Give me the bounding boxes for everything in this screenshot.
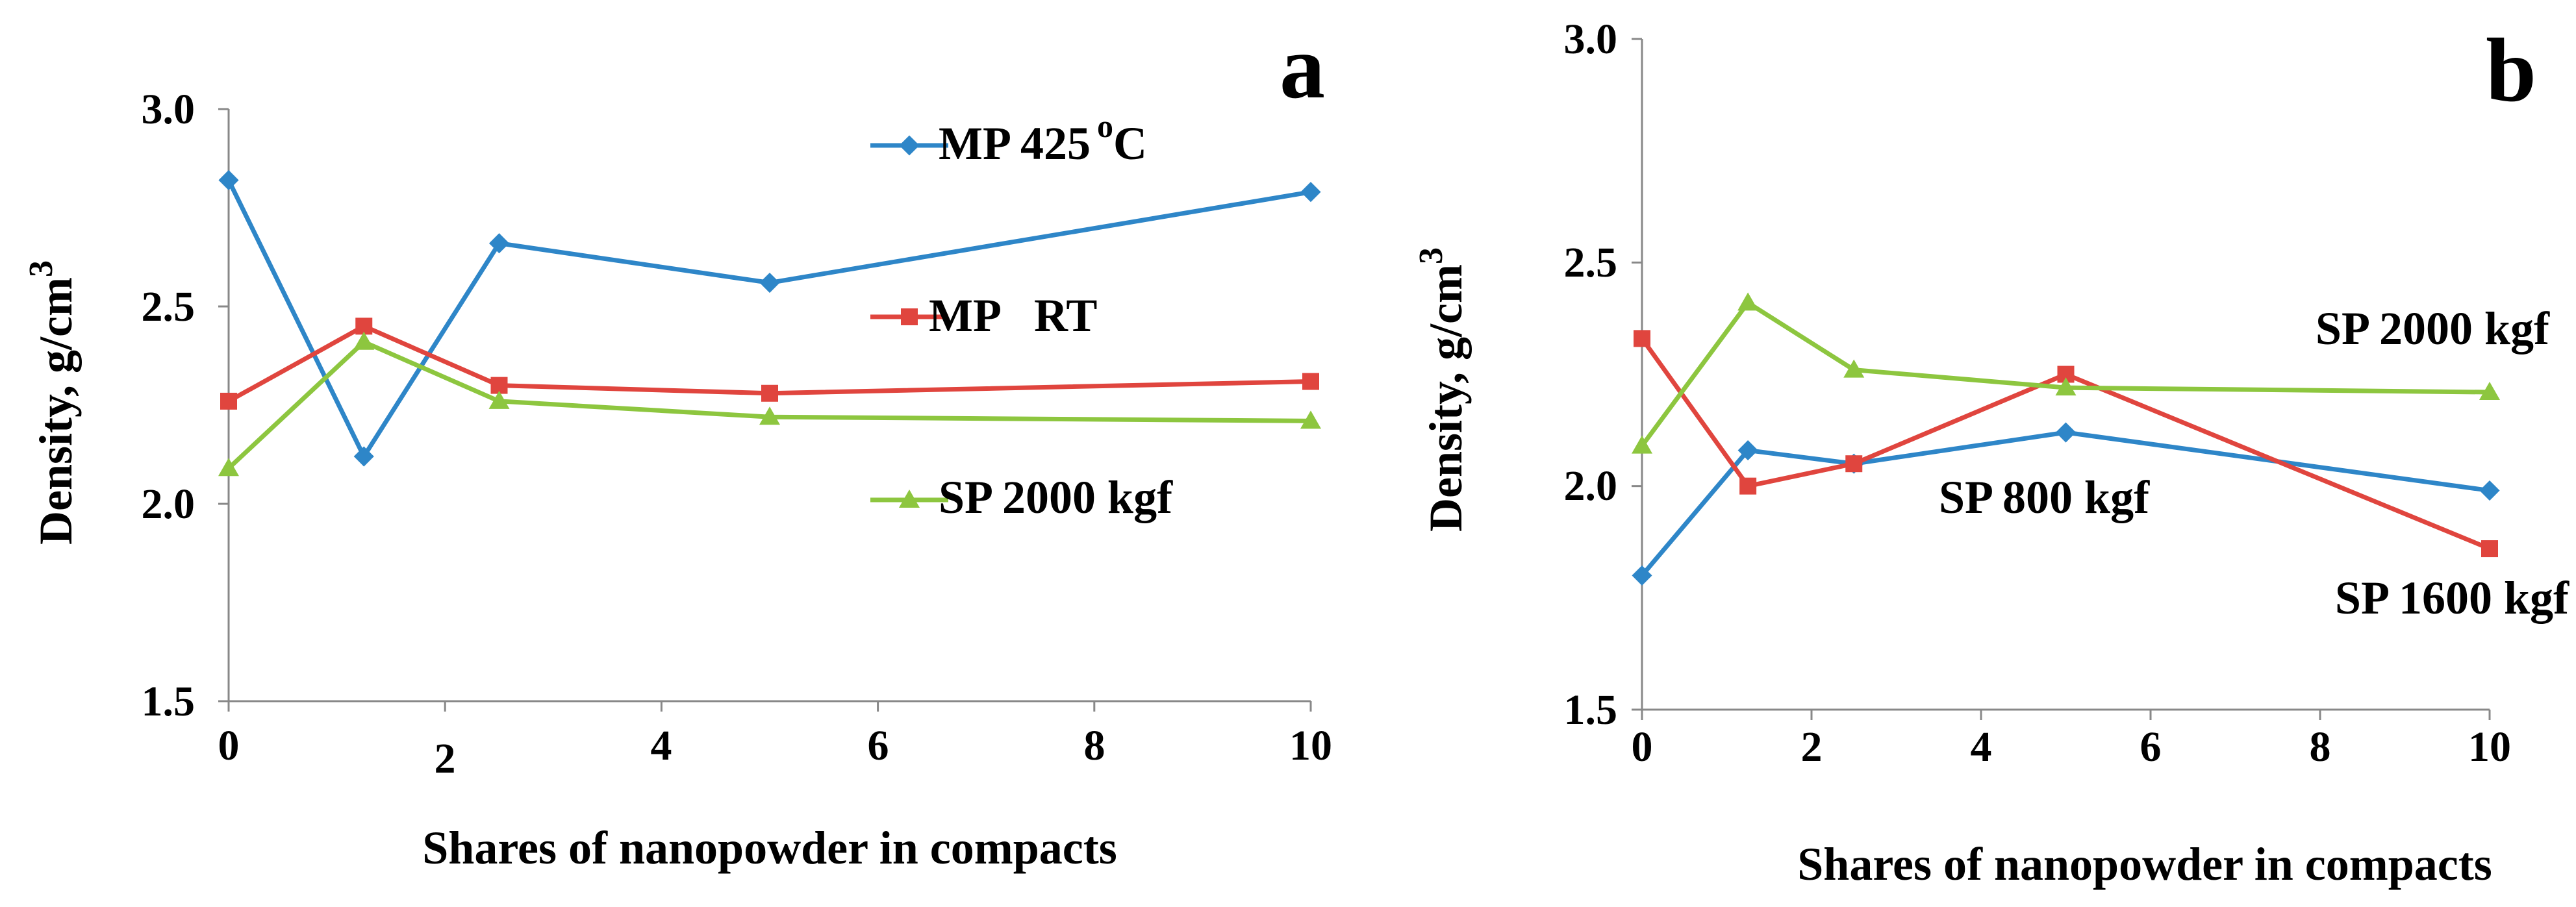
data-point-b-sp-800-kgf-1 [1737,440,1758,461]
y-tick-label-a-2.5: 2.5 [142,283,196,330]
y-tick-label-a-1.5: 1.5 [142,678,196,725]
chart-panel-a: a 1.5 2.0 2.5 3.0 0 2 4 6 8 10 Shares of… [23,17,1332,874]
legend-label-a-mp425: MP 425 oC [939,108,1147,169]
x-tick-label-a-0: 0 [218,722,240,769]
data-point-b-sp-800-kgf-0 [1632,565,1652,586]
data-point-a-sp-2000-kgf-1 [353,331,375,350]
series-label-b-sp800: SP 800 kgf [1939,471,2150,523]
data-point-a-sp-2000-kgf-3 [759,406,780,425]
data-point-a-mp-425-4 [1300,182,1321,203]
y-axis-label-a: Density, g/cm3 [23,260,82,545]
x-tick-label-b-8: 8 [2310,723,2331,771]
y-axis-label-b: Density, g/cm3 [1413,247,1472,532]
panel-letter-a: a [1280,17,1325,118]
data-point-a-mp-425-0 [218,169,239,190]
data-point-b-sp-1600-kgf-1 [1739,477,1757,495]
legend-marker-a-mp425 [899,135,920,156]
data-point-a-mp-425-3 [759,272,780,293]
y-tick-label-b-3.0: 3.0 [1564,16,1618,63]
legend-marker-a-mprt [901,308,918,325]
data-point-a-sp-2000-kgf-4 [1300,410,1321,429]
x-tick-label-b-4: 4 [1971,723,1992,771]
legend-item-a-sp2000: SP 2000 kgf [870,471,1173,523]
x-tick-marks-b [1641,710,2491,720]
data-point-b-sp-1600-kgf-4 [2481,540,2498,558]
data-point-a-mp-425-2 [488,233,510,254]
series-line-a-sp-2000-kgf [227,340,1311,470]
series-group-a [218,169,1321,477]
y-tick-label-b-2.0: 2.0 [1564,462,1618,510]
legend-label-a-sp2000: SP 2000 kgf [939,471,1173,523]
data-point-b-sp-2000-kgf-2 [1843,359,1865,378]
data-point-b-sp-1600-kgf-2 [1845,455,1863,473]
data-point-b-sp-800-kgf-4 [2479,480,2500,501]
legend-marker-a-sp2000 [899,490,920,508]
legend-item-a-mp425: MP 425 oC [870,108,1147,169]
x-tick-label-a-4: 4 [651,722,672,769]
data-point-a-sp-2000-kgf-0 [218,458,239,477]
legend-item-a-mprt: MP RT [870,290,1097,342]
series-label-b-sp1600: SP 1600 kgf [2335,572,2570,624]
legend-label-a-mprt: MP RT [929,290,1097,342]
data-point-b-sp-2000-kgf-0 [1632,435,1652,454]
x-tick-label-b-6: 6 [2140,723,2162,771]
x-axis-label-b: Shares of nanopowder in compacts [1797,838,2492,890]
data-point-a-mp-rt-4 [1302,373,1319,390]
panel-letter-b: b [2486,20,2536,121]
y-tick-label-a-2.0: 2.0 [142,480,196,528]
series-group-b [1632,292,2500,586]
data-point-a-mp-rt-3 [761,384,778,402]
data-point-b-sp-2000-kgf-1 [1737,292,1759,311]
y-tick-marks-a [218,108,229,702]
x-tick-label-b-0: 0 [1632,723,1653,771]
x-tick-marks-a [227,701,1312,712]
x-tick-label-b-10: 10 [2468,723,2511,771]
y-tick-marks-b [1632,38,1642,711]
data-point-b-sp-1600-kgf-0 [1634,330,1650,347]
series-label-b-sp2000: SP 2000 kgf [2316,303,2550,354]
data-point-a-mp-rt-0 [220,392,237,410]
chart-panel-b: b 1.5 2.0 2.5 3.0 0 2 4 6 8 10 Shares of… [1413,16,2570,890]
data-point-a-sp-2000-kgf-2 [488,390,510,409]
x-axis-label-a: Shares of nanopowder in compacts [422,822,1117,874]
y-tick-label-b-1.5: 1.5 [1564,686,1618,734]
y-tick-label-a-3.0: 3.0 [142,86,196,133]
x-tick-label-a-2: 2 [435,735,456,782]
data-point-b-sp-2000-kgf-4 [2479,382,2500,401]
data-point-b-sp-800-kgf-3 [2055,422,2077,443]
data-point-b-sp-2000-kgf-3 [2055,377,2077,396]
x-tick-label-b-2: 2 [1801,723,1823,771]
x-tick-label-a-10: 10 [1289,722,1332,769]
x-tick-label-a-8: 8 [1084,722,1105,769]
y-tick-label-b-2.5: 2.5 [1564,239,1618,286]
x-tick-label-a-6: 6 [868,722,889,769]
